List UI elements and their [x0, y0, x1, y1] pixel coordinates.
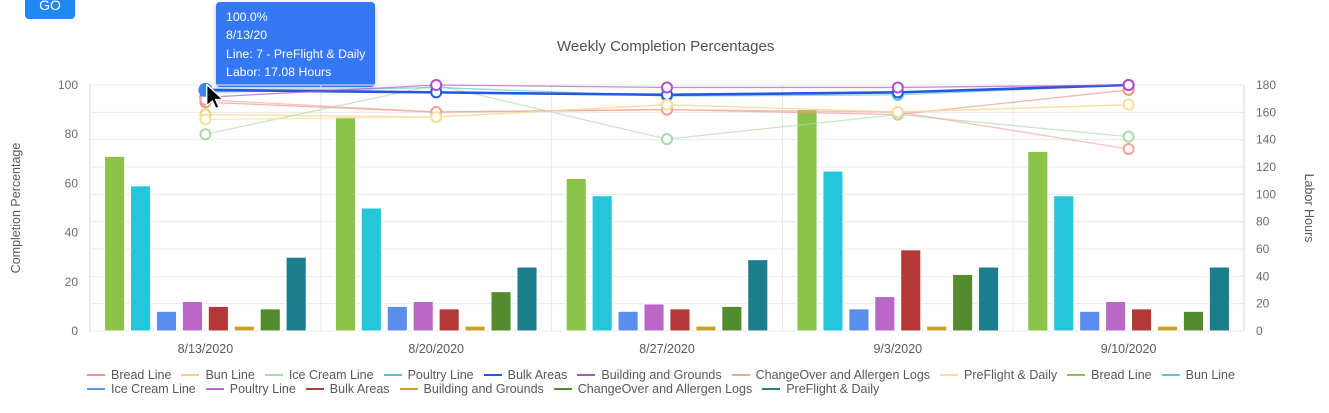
svg-text:Completion Percentage: Completion Percentage: [9, 143, 23, 274]
svg-text:0: 0: [1256, 324, 1263, 338]
svg-text:8/13/2020: 8/13/2020: [178, 342, 234, 356]
svg-text:100: 100: [58, 78, 78, 92]
svg-text:0: 0: [71, 324, 78, 338]
svg-text:100: 100: [1256, 187, 1276, 201]
svg-text:9/10/2020: 9/10/2020: [1101, 342, 1157, 356]
svg-text:8/27/2020: 8/27/2020: [639, 342, 695, 356]
svg-text:40: 40: [1256, 269, 1270, 283]
svg-text:120: 120: [1256, 160, 1276, 174]
svg-text:60: 60: [65, 176, 79, 190]
svg-text:9/3/2020: 9/3/2020: [873, 342, 922, 356]
svg-text:20: 20: [65, 275, 79, 289]
svg-text:180: 180: [1256, 78, 1276, 92]
svg-text:8/20/2020: 8/20/2020: [408, 342, 464, 356]
svg-text:80: 80: [1256, 215, 1270, 229]
svg-text:140: 140: [1256, 133, 1276, 147]
svg-text:80: 80: [65, 127, 79, 141]
svg-text:Labor Hours: Labor Hours: [1302, 174, 1316, 243]
svg-text:20: 20: [1256, 297, 1270, 311]
svg-text:160: 160: [1256, 105, 1276, 119]
svg-text:60: 60: [1256, 242, 1270, 256]
svg-text:40: 40: [65, 226, 79, 240]
